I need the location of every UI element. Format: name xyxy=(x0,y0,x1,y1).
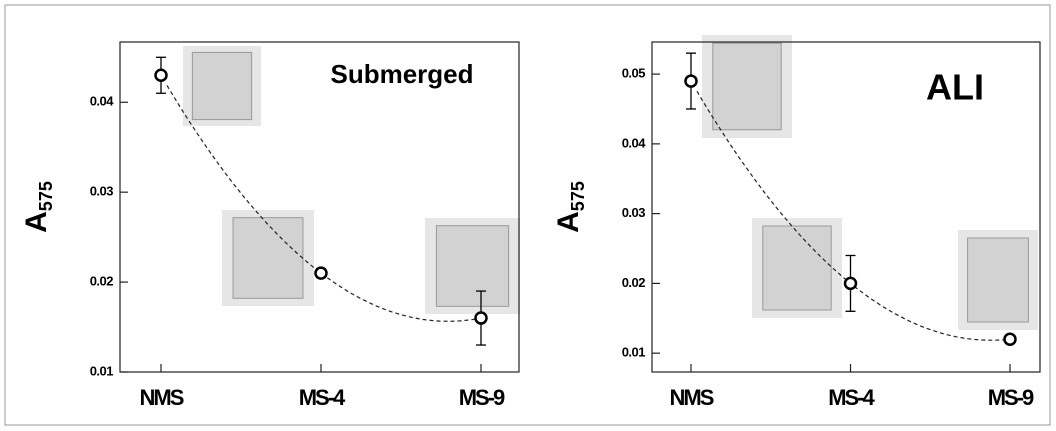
y-axis-label-subscript: 575 xyxy=(36,181,56,211)
y-axis-label-subscript: 575 xyxy=(568,181,588,211)
sample-film xyxy=(712,42,782,131)
sample-film xyxy=(435,225,510,307)
y-axis-label-main: A xyxy=(20,211,53,233)
x-tick-label: MS-9 xyxy=(988,385,1034,410)
data-point xyxy=(314,266,328,280)
y-axis-label: A575 xyxy=(20,181,56,233)
y-tick-label: 0.04 xyxy=(90,94,115,109)
plot-frame xyxy=(651,41,1041,373)
y-tick-label: 0.04 xyxy=(622,135,647,150)
y-tick-label: 0.05 xyxy=(622,66,646,81)
sample-film xyxy=(762,225,832,311)
plot-frame xyxy=(119,41,520,373)
sample-film xyxy=(967,237,1029,323)
y-axis-label: A575 xyxy=(552,181,588,233)
data-point xyxy=(1003,332,1017,346)
y-tick-label: 0.03 xyxy=(622,205,646,220)
x-tick-label: NMS xyxy=(670,385,714,410)
data-point xyxy=(684,74,698,88)
sample-film xyxy=(232,217,304,299)
figure-border xyxy=(4,4,1051,426)
annotation: Submerged xyxy=(330,59,473,89)
y-axis-label-main: A xyxy=(552,211,585,233)
x-tick-label: MS-4 xyxy=(828,385,875,410)
y-tick-label: 0.01 xyxy=(90,363,114,378)
annotation: ALI xyxy=(926,67,984,108)
x-tick-label: NMS xyxy=(140,385,184,410)
y-tick-label: 0.02 xyxy=(622,275,646,290)
data-point xyxy=(474,311,488,325)
x-tick-label: MS-9 xyxy=(459,385,505,410)
y-tick-label: 0.03 xyxy=(90,184,114,199)
data-point xyxy=(843,276,858,291)
data-point xyxy=(154,68,168,83)
y-tick-label: 0.02 xyxy=(90,274,114,289)
y-tick-label: 0.01 xyxy=(622,345,646,360)
x-tick-label: MS-4 xyxy=(299,385,346,410)
sample-film xyxy=(191,51,253,121)
